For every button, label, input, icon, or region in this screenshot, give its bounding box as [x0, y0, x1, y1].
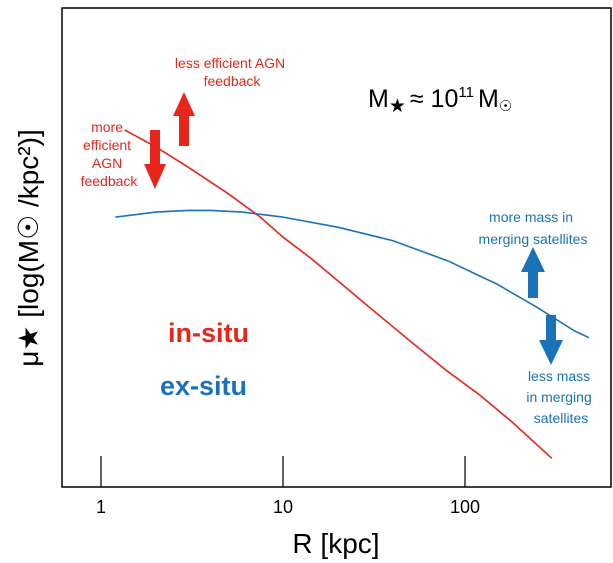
series-line-in-situ — [124, 129, 553, 459]
legend-exsitu: ex-situ — [160, 371, 247, 401]
sat-down-arrow — [539, 315, 563, 365]
agn-more-label: more efficient AGN feedback — [81, 119, 139, 189]
x-tick-label: 1 — [96, 497, 106, 517]
sat-less-label: less mass in merging satellites — [526, 368, 595, 426]
curves — [115, 129, 590, 459]
sat-up-arrow — [521, 247, 545, 298]
x-axis-title: R [kpc] — [292, 528, 379, 559]
y-axis-title: μ★ [log(M☉ /kpc²)] — [13, 129, 44, 366]
agn-less-label: less efficient AGN feedback — [175, 55, 289, 89]
x-ticks: 1 10 100 — [96, 456, 480, 517]
plot-frame — [61, 7, 612, 488]
agn-up-arrow — [173, 92, 195, 146]
sat-more-label: more mass in merging satellites — [479, 209, 588, 247]
agn-down-arrow — [144, 130, 166, 189]
stellar-mass-label: M★ ≈ 1011 M☉ — [368, 84, 512, 117]
legend-insitu: in-situ — [168, 318, 249, 348]
series-line-ex-situ — [115, 209, 590, 339]
x-tick-label: 100 — [450, 497, 480, 517]
x-tick-label: 10 — [273, 497, 293, 517]
